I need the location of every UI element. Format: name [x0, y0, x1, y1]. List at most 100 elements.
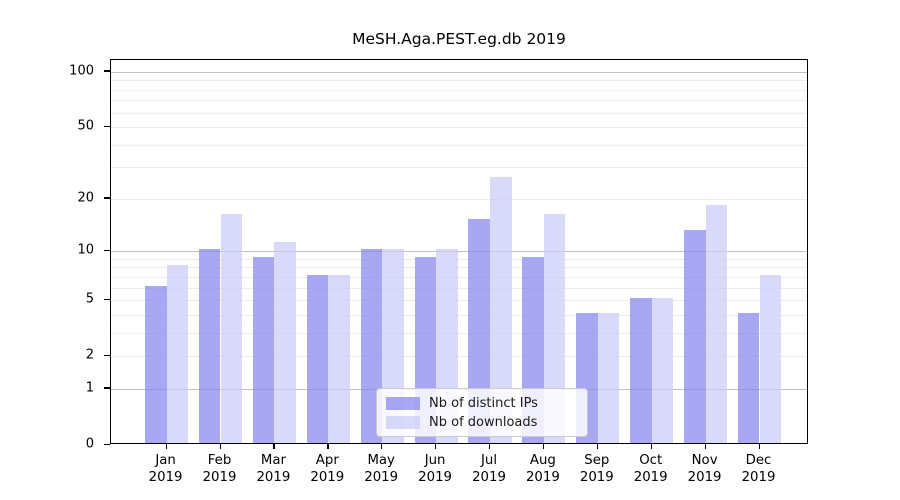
bar-downloads: [705, 204, 728, 443]
y-axis-tick-label: 50: [77, 118, 94, 134]
bar-downloads: [543, 213, 566, 443]
legend-item: Nb of downloads: [386, 414, 578, 430]
plot-area: [110, 59, 808, 444]
x-tick-mark: [596, 444, 599, 449]
bar-distinct-ips: [737, 312, 760, 443]
y-tick-mark: [104, 249, 110, 251]
bar-downloads: [166, 265, 189, 443]
gridline-minor: [111, 167, 807, 169]
gridline-minor: [111, 356, 807, 358]
x-axis-month-label: May 2019: [351, 453, 411, 486]
bar-downloads: [328, 274, 350, 443]
x-tick-mark: [650, 444, 652, 449]
gridline-major: [111, 71, 807, 74]
month-name: Mar: [260, 453, 286, 468]
bar-downloads: [220, 213, 243, 443]
y-tick-mark: [104, 387, 110, 389]
month-year: 2019: [741, 469, 776, 485]
bar-distinct-ips: [468, 218, 490, 443]
bar-distinct-ips: [684, 229, 706, 443]
x-axis-month-label: Oct 2019: [621, 453, 681, 486]
bar-downloads: [490, 176, 512, 443]
month-year: 2019: [364, 469, 399, 485]
month-year: 2019: [148, 469, 183, 485]
gridline-minor: [111, 100, 807, 102]
month-name: Feb: [207, 453, 232, 468]
month-year: 2019: [472, 469, 506, 485]
month-name: Aug: [529, 453, 556, 468]
gridline-minor: [111, 300, 807, 302]
x-axis-month-label: Jul 2019: [459, 453, 519, 486]
y-tick-mark: [104, 197, 110, 199]
y-axis-tick-label: 0: [85, 436, 94, 452]
bar-downloads: [759, 274, 782, 443]
bar-downloads: [651, 298, 674, 443]
x-tick-mark: [542, 444, 545, 449]
x-axis: Jan 2019 Feb 2019 Mar 2019 Apr 2019 May 2019 Jun 20…: [110, 444, 808, 500]
y-tick-mark: [104, 443, 110, 445]
gridline-minor: [111, 332, 807, 334]
legend-item: Nb of distinct IPs: [386, 395, 578, 411]
y-tick-mark: [104, 125, 110, 127]
x-tick-mark: [219, 444, 221, 449]
month-name: Jun: [424, 453, 446, 468]
month-year: 2019: [525, 469, 560, 485]
x-axis-month-label: Mar 2019: [243, 453, 303, 486]
x-tick-mark: [758, 444, 760, 449]
gridline-minor: [111, 314, 807, 316]
bar-downloads: [274, 242, 296, 443]
gridline-minor: [111, 267, 807, 269]
month-year: 2019: [256, 469, 291, 485]
month-year: 2019: [202, 469, 237, 485]
bar-distinct-ips: [306, 274, 329, 443]
gridline-minor: [111, 89, 807, 91]
x-axis-month-label: Nov 2019: [675, 453, 735, 486]
x-axis-month-label: Dec 2019: [729, 453, 789, 486]
month-year: 2019: [687, 469, 722, 485]
legend-label-downloads: Nb of downloads: [429, 414, 538, 430]
bar-distinct-ips: [198, 249, 221, 443]
month-year: 2019: [579, 469, 614, 485]
bar-distinct-ips: [252, 256, 275, 443]
x-axis-month-label: Sep 2019: [567, 453, 627, 486]
x-tick-mark: [435, 444, 437, 449]
y-axis-tick-label: 10: [77, 242, 94, 258]
y-tick-mark: [104, 298, 110, 300]
legend-swatch-downloads-icon: [386, 415, 420, 429]
x-tick-mark: [273, 444, 275, 449]
x-axis-month-label: Feb 2019: [190, 453, 250, 486]
y-axis: 0 1 2 5 10 20 50 100: [0, 59, 110, 452]
month-name: Nov: [691, 453, 718, 468]
gridline-minor: [111, 80, 807, 82]
y-tick-mark: [104, 354, 110, 356]
gridline-minor: [111, 258, 807, 260]
gridline-minor: [111, 287, 807, 289]
month-year: 2019: [633, 469, 668, 485]
month-name: Sep: [584, 453, 610, 468]
y-axis-tick-label: 20: [77, 190, 94, 206]
gridline-minor: [111, 276, 807, 278]
y-tick-mark: [104, 70, 110, 72]
gridline-minor: [111, 198, 807, 200]
y-axis-tick-label: 100: [69, 63, 94, 79]
x-axis-month-label: Jun 2019: [405, 453, 465, 486]
legend: Nb of distinct IPs Nb of downloads: [376, 388, 588, 437]
month-name: Jul: [480, 453, 498, 468]
month-name: Jan: [155, 453, 176, 468]
chart-title: MeSH.Aga.PEST.eg.db 2019: [352, 30, 566, 48]
x-tick-mark: [704, 444, 706, 449]
x-axis-month-label: Aug 2019: [513, 453, 573, 486]
bar-downloads: [597, 312, 620, 443]
month-year: 2019: [418, 469, 453, 485]
bar-distinct-ips: [145, 285, 167, 443]
month-name: Oct: [639, 453, 663, 468]
x-tick-mark: [489, 444, 491, 449]
legend-label-distinct-ips: Nb of distinct IPs: [429, 395, 538, 411]
gridline-minor: [111, 112, 807, 114]
gridline-minor: [111, 144, 807, 146]
x-axis-month-label: Apr 2019: [297, 453, 357, 486]
month-name: May: [367, 453, 395, 468]
x-axis-month-label: Jan 2019: [136, 453, 196, 486]
gridline-major: [111, 251, 807, 253]
